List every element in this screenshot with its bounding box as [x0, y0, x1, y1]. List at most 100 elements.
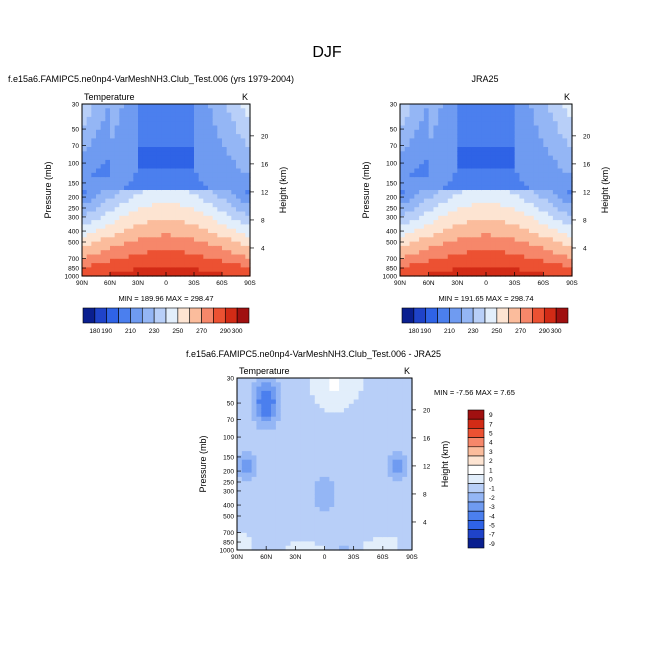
contour-cell — [543, 121, 549, 127]
contour-cell — [476, 134, 482, 139]
contour-cell — [124, 147, 130, 152]
contour-cell — [509, 241, 516, 247]
contour-cell — [82, 138, 88, 144]
contour-cell — [567, 220, 573, 225]
contour-cell — [86, 129, 92, 135]
x-tick-label: 90S — [566, 280, 578, 287]
contour-cell — [562, 228, 568, 234]
contour-cell — [194, 168, 200, 174]
contour-cell — [138, 147, 144, 152]
contour-cell — [557, 254, 564, 260]
contour-cell — [217, 164, 223, 170]
contour-cell — [368, 412, 374, 418]
contour-cell — [86, 258, 92, 264]
contour-cell — [133, 202, 139, 208]
contour-cell — [443, 112, 449, 118]
contour-cell — [548, 211, 554, 217]
contour-cell — [339, 524, 345, 530]
contour-cell — [240, 164, 246, 170]
contour-cell — [363, 519, 369, 525]
contour-cell — [295, 524, 301, 530]
contour-cell — [237, 515, 243, 521]
contour-cell — [481, 198, 487, 204]
contour-cell — [414, 112, 420, 118]
contour-cell — [105, 181, 111, 187]
contour-cell — [198, 202, 204, 208]
contour-cell — [198, 172, 204, 178]
contour-cell — [241, 386, 248, 392]
contour-cell — [552, 104, 559, 109]
contour-cell — [203, 104, 209, 109]
contour-cell — [198, 237, 204, 243]
contour-cell — [237, 438, 243, 444]
contour-cell — [246, 421, 253, 426]
colorbar-label: 1 — [489, 467, 493, 474]
contour-cell — [567, 271, 573, 277]
contour-cell — [208, 202, 214, 208]
contour-cell — [373, 464, 379, 469]
contour-cell — [189, 168, 195, 174]
colorbar-swatch — [467, 464, 485, 475]
contour-cell — [414, 202, 420, 208]
contour-cell — [180, 108, 186, 114]
contour-cell — [285, 515, 292, 521]
contour-cell — [105, 138, 111, 144]
contour-cell — [419, 142, 425, 148]
contour-cell — [256, 386, 262, 392]
contour-cell — [382, 390, 389, 396]
contour-cell — [404, 254, 411, 260]
contour-cell — [203, 159, 209, 165]
contour-cell — [407, 433, 413, 439]
contour-cell — [166, 198, 172, 204]
contour-cell — [538, 112, 544, 118]
contour-cell — [443, 125, 449, 131]
contour-cell — [105, 271, 111, 277]
contour-cell — [261, 433, 267, 439]
contour-cell — [334, 395, 340, 401]
contour-cell — [382, 412, 389, 418]
contour-cell — [400, 233, 406, 238]
contour-cell — [280, 541, 287, 547]
contour-cell — [280, 459, 287, 465]
figure-title: DJF — [312, 44, 342, 61]
contour-cell — [212, 250, 218, 256]
contour-cell — [443, 241, 449, 247]
contour-cell — [402, 446, 408, 452]
contour-cell — [217, 224, 223, 230]
contour-cell — [142, 151, 148, 157]
contour-cell — [91, 142, 97, 148]
contour-cell — [198, 138, 204, 144]
contour-cell — [466, 151, 473, 157]
contour-cell — [240, 228, 246, 234]
contour-cell — [222, 159, 228, 165]
contour-cell — [481, 254, 487, 260]
contour-cell — [457, 116, 463, 122]
contour-cell — [373, 545, 379, 551]
contour-cell — [404, 263, 411, 268]
contour-cell — [538, 147, 544, 152]
contour-cell — [543, 164, 549, 170]
contour-cell — [519, 185, 525, 191]
contour-cell — [314, 498, 321, 504]
contour-cell — [481, 233, 487, 238]
contour-cell — [392, 429, 399, 435]
contour-cell — [419, 134, 425, 139]
contour-cell — [433, 116, 439, 122]
contour-cell — [557, 155, 564, 161]
contour-cell — [290, 386, 296, 392]
contour-cell — [271, 537, 277, 542]
contour-cell — [392, 502, 399, 508]
contour-cell — [156, 198, 162, 204]
contour-cell — [433, 220, 439, 225]
contour-cell — [319, 489, 326, 495]
contour-cell — [387, 485, 394, 491]
contour-cell — [245, 237, 251, 243]
contour-cell — [529, 112, 535, 118]
contour-cell — [208, 164, 214, 170]
contour-cell — [402, 438, 408, 444]
contour-cell — [314, 502, 321, 508]
contour-cell — [343, 545, 350, 551]
contour-cell — [457, 250, 463, 256]
contour-cell — [343, 464, 350, 469]
contour-cell — [91, 125, 97, 131]
